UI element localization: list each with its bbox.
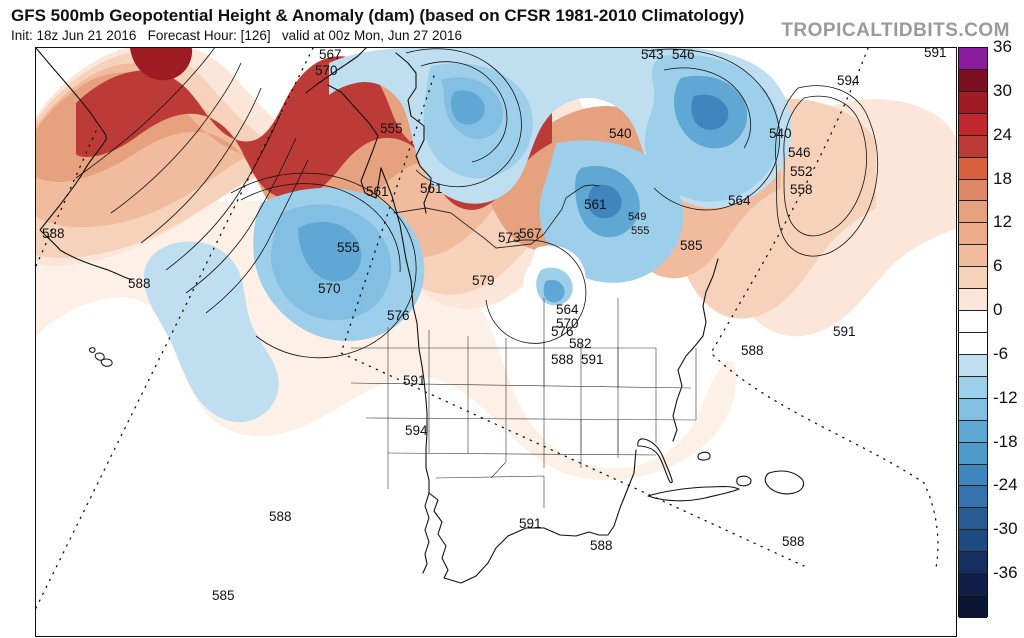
svg-text:561: 561 xyxy=(420,181,443,196)
svg-text:564: 564 xyxy=(556,302,579,317)
svg-text:567: 567 xyxy=(519,226,542,241)
svg-text:588: 588 xyxy=(269,509,292,524)
svg-text:585: 585 xyxy=(680,238,703,253)
svg-text:591: 591 xyxy=(403,373,426,388)
svg-text:591: 591 xyxy=(519,516,542,531)
svg-text:555: 555 xyxy=(631,225,649,237)
svg-text:570: 570 xyxy=(318,281,341,296)
svg-text:591: 591 xyxy=(581,352,604,367)
svg-text:591: 591 xyxy=(924,48,947,60)
svg-text:582: 582 xyxy=(569,336,592,351)
svg-text:588: 588 xyxy=(782,534,805,549)
svg-text:543: 543 xyxy=(641,48,664,62)
svg-text:588: 588 xyxy=(42,226,65,241)
svg-text:588: 588 xyxy=(741,343,764,358)
svg-text:540: 540 xyxy=(609,126,632,141)
svg-text:576: 576 xyxy=(387,308,410,323)
svg-text:588: 588 xyxy=(551,352,574,367)
svg-text:552: 552 xyxy=(790,164,813,179)
svg-text:579: 579 xyxy=(472,273,495,288)
svg-text:546: 546 xyxy=(672,48,695,62)
svg-text:546: 546 xyxy=(788,145,811,160)
svg-text:591: 591 xyxy=(833,324,856,339)
svg-text:573: 573 xyxy=(498,230,521,245)
svg-text:585: 585 xyxy=(212,588,235,603)
svg-text:558: 558 xyxy=(790,182,813,197)
svg-text:555: 555 xyxy=(380,121,403,136)
svg-text:588: 588 xyxy=(590,538,613,553)
svg-text:594: 594 xyxy=(837,73,860,88)
svg-text:561: 561 xyxy=(584,197,607,212)
svg-text:567: 567 xyxy=(319,48,342,62)
svg-text:555: 555 xyxy=(337,240,360,255)
svg-text:540: 540 xyxy=(769,126,792,141)
svg-text:549: 549 xyxy=(628,211,646,223)
svg-text:564: 564 xyxy=(728,193,751,208)
svg-text:594: 594 xyxy=(405,423,428,438)
svg-text:570: 570 xyxy=(315,63,338,78)
svg-text:561: 561 xyxy=(366,184,389,199)
svg-text:588: 588 xyxy=(128,276,151,291)
